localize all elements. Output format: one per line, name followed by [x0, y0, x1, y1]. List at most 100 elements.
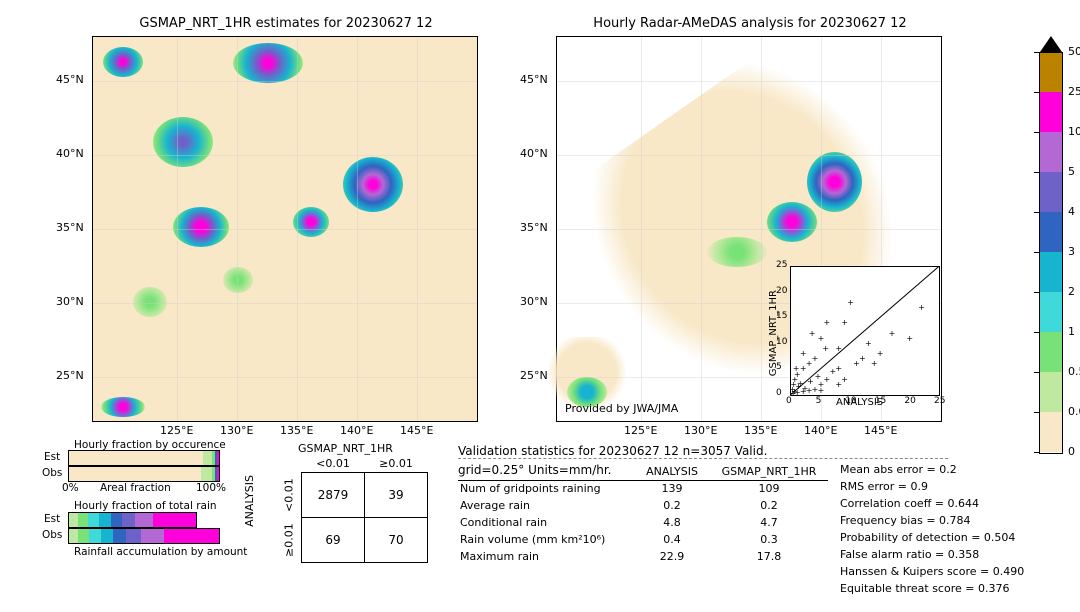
scatter-point: + — [847, 300, 853, 306]
bar-segment — [101, 529, 113, 543]
totalrain-title: Hourly fraction of total rain — [74, 500, 217, 512]
stat-row: Equitable threat score = 0.376 — [840, 580, 1070, 597]
ct-cell: 69 — [302, 518, 365, 563]
precip-blob — [153, 117, 213, 167]
scatter-point: + — [835, 366, 841, 372]
precip-blob — [101, 397, 145, 417]
x-tick-label: 125°E — [160, 424, 193, 437]
scatter-inset: ++++++++++++++++++++++++++++++++++++++++… — [790, 266, 940, 396]
figure-root: GSMAP_NRT_1HR estimates for 20230627 12 … — [0, 0, 1080, 612]
y-tick-label: 45°N — [56, 73, 84, 86]
ct-subcol: ≥0.01 — [365, 455, 428, 473]
stat-label: Mean abs error = — [840, 463, 936, 476]
scatter-point: + — [812, 356, 818, 362]
precip-blob — [233, 43, 303, 83]
scatter-xtick: 15 — [875, 396, 886, 406]
scatter-point: + — [809, 331, 815, 337]
x-tick-label: 145°E — [864, 424, 897, 437]
ct-subcol: <0.01 — [302, 455, 365, 473]
bar-segment — [217, 451, 219, 465]
accum-title: Rainfall accumulation by amount — [74, 546, 247, 558]
bar-segment — [126, 529, 141, 543]
scatter-point: + — [877, 351, 883, 357]
x-tick-label: 135°E — [280, 424, 313, 437]
colorbar-segment — [1040, 172, 1062, 212]
bar-xlabel: Areal fraction — [100, 482, 171, 494]
scatter-ytick: 10 — [776, 337, 787, 347]
colorbar-segment — [1040, 332, 1062, 372]
scatter-point: + — [841, 320, 847, 326]
vt-row-label: Maximum rain — [460, 549, 630, 564]
precip-blob — [103, 47, 143, 77]
colorbar-segment — [1040, 92, 1062, 132]
precip-blob — [807, 152, 862, 212]
scatter-point: + — [841, 377, 847, 383]
x-tick-label: 140°E — [804, 424, 837, 437]
colorbar-segment — [1040, 372, 1062, 412]
stat-label: Correlation coeff = — [840, 497, 944, 510]
colorbar-segment — [1040, 412, 1062, 452]
stat-value: 0.504 — [984, 531, 1016, 544]
stat-row: Mean abs error = 0.2 — [840, 461, 1070, 478]
scatter-ytick: 15 — [776, 311, 787, 321]
scatter-point: + — [824, 320, 830, 326]
bar-segment — [113, 529, 127, 543]
colorbar-extend-icon — [1040, 36, 1062, 52]
y-tick-label: 35°N — [520, 221, 548, 234]
y-tick-label: 40°N — [520, 147, 548, 160]
scatter-point: + — [800, 366, 806, 372]
ct-col-header: GSMAP_NRT_1HR — [298, 442, 393, 455]
stat-row: Probability of detection = 0.504 — [840, 529, 1070, 546]
colorbar-tick-label: 5 — [1068, 165, 1080, 178]
totalrain-bar-est — [68, 512, 197, 528]
scatter-point: + — [889, 331, 895, 337]
bar-row-label: Obs — [42, 529, 62, 541]
vt-val: 22.9 — [632, 549, 712, 564]
bar-row-label: Est — [44, 513, 60, 525]
occurrence-bar-obs — [68, 466, 220, 482]
precip-blob — [223, 267, 253, 293]
precip-blob — [767, 202, 817, 242]
vt-row-label: Conditional rain — [460, 515, 630, 530]
bar-segment — [69, 513, 78, 527]
bar-segment — [153, 513, 196, 527]
bar-segment — [201, 467, 212, 481]
left-map-panel — [92, 36, 478, 422]
precip-blob — [707, 237, 767, 267]
colorbar-tick-label: 4 — [1068, 205, 1080, 218]
scatter-point: + — [818, 388, 824, 394]
vt-col: ANALYSIS — [632, 464, 712, 479]
scatter-point: + — [918, 305, 924, 311]
colorbar-segment — [1040, 52, 1062, 92]
contingency-table: <0.01≥0.01 <0.01287939 ≥0.016970 — [276, 455, 428, 563]
stat-value: 0.784 — [939, 514, 971, 527]
colorbar — [1040, 36, 1062, 418]
vt-col: GSMAP_NRT_1HR — [714, 464, 824, 479]
colorbar-tick-label: 25 — [1068, 85, 1080, 98]
vt-val: 0.4 — [632, 532, 712, 547]
y-tick-label: 30°N — [520, 295, 548, 308]
vt-val: 4.8 — [632, 515, 712, 530]
bar-segment — [164, 529, 220, 543]
scatter-point: + — [835, 382, 841, 388]
vt-row-label: Average rain — [460, 498, 630, 513]
stat-value: 0.490 — [993, 565, 1025, 578]
bar-xtick: 100% — [196, 482, 226, 494]
scatter-point: + — [859, 356, 865, 362]
stat-label: Probability of detection = — [840, 531, 980, 544]
y-tick-label: 30°N — [56, 295, 84, 308]
vt-val: 0.3 — [714, 532, 824, 547]
scatter-ytick: 0 — [776, 388, 782, 398]
x-tick-label: 145°E — [400, 424, 433, 437]
vt-row-label: Num of gridpoints raining — [460, 481, 630, 496]
bar-segment — [141, 529, 164, 543]
scatter-ytick: 25 — [776, 260, 787, 270]
bar-segment — [111, 513, 122, 527]
scatter-point: + — [865, 341, 871, 347]
bar-segment — [89, 529, 101, 543]
scatter-ytick: 20 — [776, 286, 787, 296]
stat-row: False alarm ratio = 0.358 — [840, 546, 1070, 563]
stat-row: Hanssen & Kuipers score = 0.490 — [840, 563, 1070, 580]
vt-val: 109 — [714, 481, 824, 496]
ct-cell: 2879 — [302, 473, 365, 518]
